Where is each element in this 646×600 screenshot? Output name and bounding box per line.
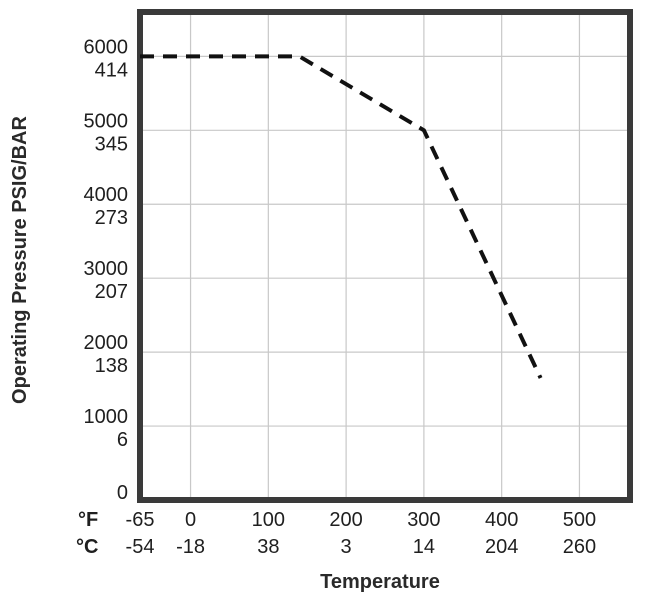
y-tick-bar: 207 bbox=[95, 281, 128, 303]
x-tick-f: -65 bbox=[126, 509, 155, 531]
x-tick-f: 0 bbox=[185, 509, 196, 531]
x-unit-c-label: °C bbox=[76, 536, 98, 558]
x-tick-f: 100 bbox=[252, 509, 285, 531]
x-tick-c: -18 bbox=[176, 536, 205, 558]
x-unit-f-label: °F bbox=[78, 509, 98, 531]
series-line bbox=[140, 54, 543, 379]
x-tick-c: 38 bbox=[257, 536, 279, 558]
x-tick-f: 300 bbox=[407, 509, 440, 531]
grid-lines bbox=[140, 12, 630, 500]
y-axis-label: Operating Pressure PSIG/BAR bbox=[9, 116, 31, 404]
y-tick-bar: 273 bbox=[95, 207, 128, 229]
x-tick-c: 204 bbox=[485, 536, 518, 558]
y-tick-bar: 414 bbox=[95, 59, 128, 81]
y-tick-psig: 0 bbox=[117, 482, 128, 504]
y-tick-psig: 4000 bbox=[84, 184, 129, 206]
x-tick-c: 3 bbox=[341, 536, 352, 558]
y-tick-psig: 2000 bbox=[84, 332, 129, 354]
x-tick-f: 400 bbox=[485, 509, 518, 531]
series-group bbox=[140, 54, 543, 379]
x-tick-f: 500 bbox=[563, 509, 596, 531]
x-tick-c: -54 bbox=[126, 536, 155, 558]
y-tick-psig: 5000 bbox=[84, 110, 129, 132]
y-tick-psig: 3000 bbox=[84, 258, 129, 280]
y-tick-bar: 138 bbox=[95, 355, 128, 377]
x-tick-f: 200 bbox=[329, 509, 362, 531]
y-tick-psig: 6000 bbox=[84, 36, 129, 58]
x-tick-c: 260 bbox=[563, 536, 596, 558]
y-tick-psig: 1000 bbox=[84, 406, 129, 428]
x-tick-c: 14 bbox=[413, 536, 435, 558]
plot-frame bbox=[137, 9, 633, 503]
y-tick-bar: 6 bbox=[117, 429, 128, 451]
x-axis-label: Temperature bbox=[320, 571, 440, 593]
y-tick-bar: 345 bbox=[95, 133, 128, 155]
x-tick-labels: -65 -54 0 -18 100 38 200 3 300 14 400 204 500 260 bbox=[126, 509, 597, 558]
